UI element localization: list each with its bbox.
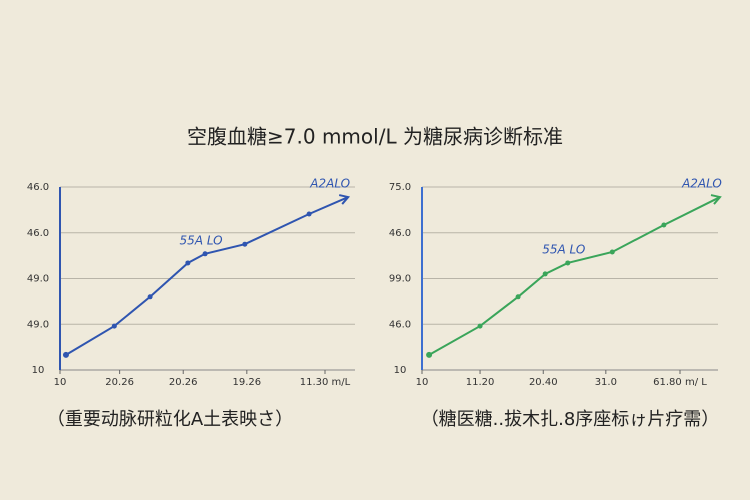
x-tick-label: 11.20 [466, 377, 495, 388]
point [609, 249, 615, 255]
x-tick-label: 10 [416, 377, 429, 388]
y-tick-label: 75.0 [389, 182, 411, 193]
arrow-head [710, 194, 722, 205]
x-tick-label: 10 [54, 377, 67, 388]
page-title: 空腹血糖≥7.0 mmol/L 为糖尿病诊断标准 [187, 125, 563, 149]
y-tick-label: 46.0 [389, 228, 411, 239]
x-tick-label: 19.26 [233, 377, 262, 388]
point [426, 351, 433, 358]
point [242, 241, 248, 247]
point [661, 222, 667, 228]
x-tick-label: 11.30 m/L [300, 377, 351, 388]
caption: （糖医糖..拔木扎.8序座标ゖ片疗需） [421, 409, 720, 430]
annotation: 55A LO [542, 242, 585, 256]
x-tick-label: 20.26 [105, 377, 134, 388]
point [147, 294, 153, 300]
x-tick-label: 20.26 [169, 377, 198, 388]
x-tick-label: 31.0 [595, 377, 617, 388]
annotation: A2ALO [309, 177, 350, 191]
line [65, 196, 349, 356]
point [111, 323, 117, 329]
y-tick-label: 49.0 [27, 274, 49, 285]
y-tick-label: 46.0 [27, 182, 49, 193]
point [62, 351, 69, 358]
y-tick-label: 10 [394, 365, 407, 376]
annotation: 55A LO [180, 233, 223, 247]
y-tick-label: 99.0 [389, 274, 411, 285]
point [306, 211, 312, 217]
line [428, 196, 721, 356]
y-tick-label: 46.0 [389, 319, 411, 330]
point [515, 294, 521, 300]
x-tick-label: 20.40 [529, 377, 558, 388]
point [202, 251, 208, 257]
arrow-head [338, 194, 351, 205]
y-tick-label: 46.0 [27, 228, 49, 239]
y-tick-label: 49.0 [27, 319, 49, 330]
point [185, 260, 191, 266]
point [565, 260, 571, 266]
point [477, 323, 483, 329]
x-tick-label: 61.80 m/ L [653, 377, 707, 388]
y-tick-label: 10 [32, 365, 45, 376]
caption: （重要动脉研粒化A土表映さ） [47, 409, 293, 430]
point [542, 271, 548, 277]
annotation: A2ALO [681, 177, 722, 191]
